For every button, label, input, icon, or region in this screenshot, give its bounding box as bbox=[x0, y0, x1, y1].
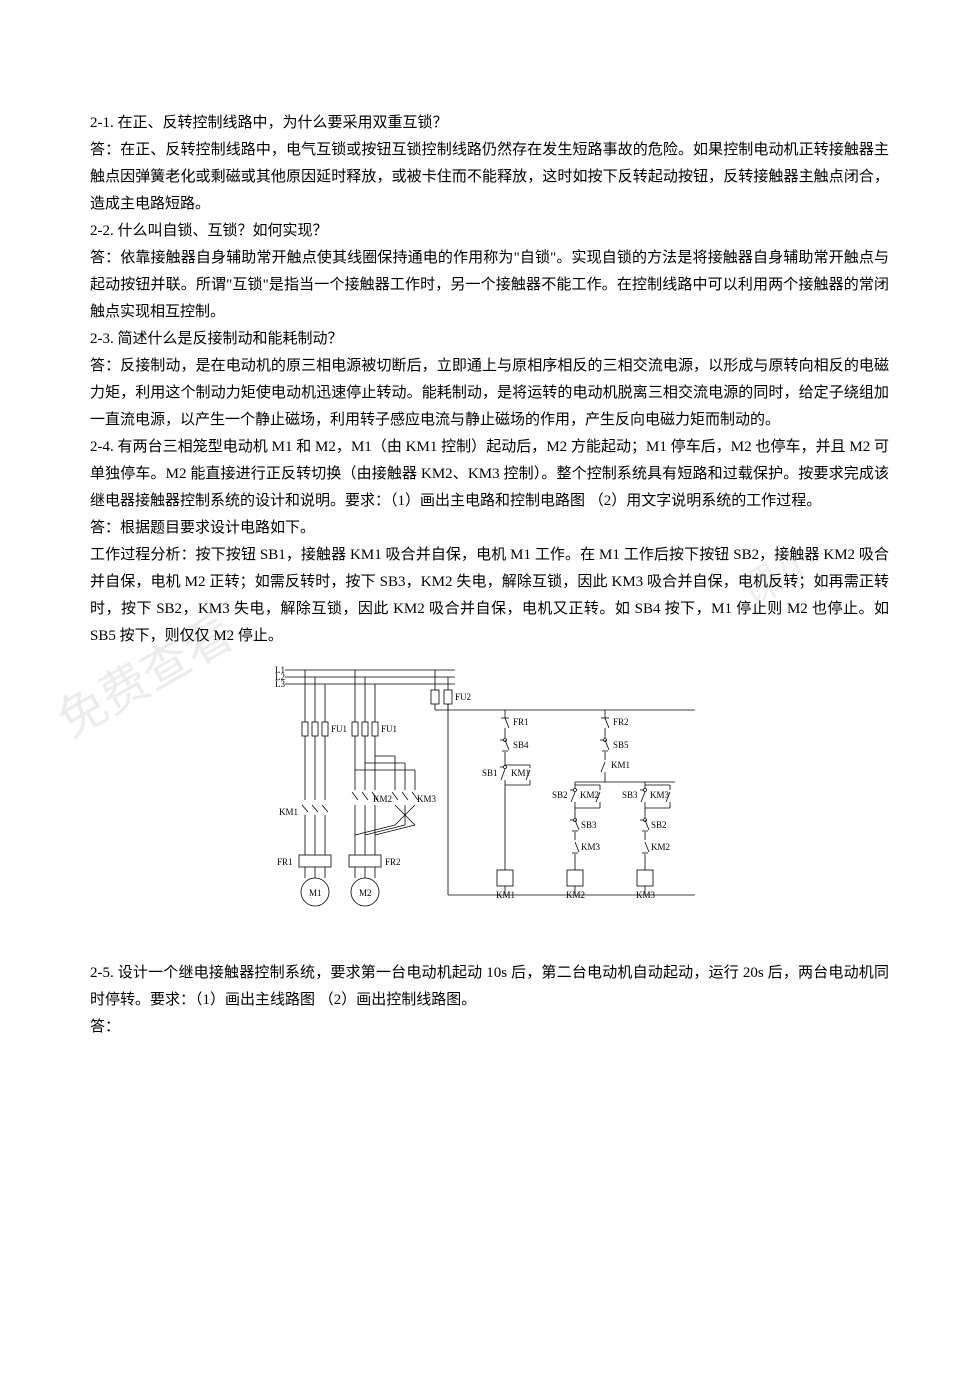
a-label: 答： bbox=[90, 250, 120, 266]
svg-text:KM2: KM2 bbox=[651, 842, 670, 852]
svg-text:SB3: SB3 bbox=[581, 820, 597, 830]
q-text: 什么叫自锁、互锁？如何实现？ bbox=[118, 223, 328, 239]
qa-block-3: 2-3. 简述什么是反接制动和能耗制动？ bbox=[90, 326, 889, 353]
a-label: 答： bbox=[90, 1019, 120, 1035]
svg-text:SB5: SB5 bbox=[613, 740, 629, 750]
svg-text:FU1: FU1 bbox=[381, 724, 397, 734]
svg-text:M2: M2 bbox=[359, 888, 372, 898]
a-label: 答： bbox=[90, 520, 120, 536]
svg-text:KM1: KM1 bbox=[611, 760, 630, 770]
svg-text:L3: L3 bbox=[275, 679, 285, 689]
qa-block-1: 2-1. 在正、反转控制线路中，为什么要采用双重互锁？ bbox=[90, 110, 889, 137]
a-block-5: 答： bbox=[90, 1014, 889, 1041]
a-text: 依靠接触器自身辅助常开触点使其线圈保持通电的作用称为"自锁"。实现自锁的方法是将… bbox=[90, 250, 889, 320]
svg-text:SB1: SB1 bbox=[482, 768, 498, 778]
svg-text:SB4: SB4 bbox=[513, 740, 529, 750]
svg-text:SB3: SB3 bbox=[622, 790, 638, 800]
control-km23: FR2 SB5 KM1 SB2 bbox=[552, 710, 675, 900]
svg-text:KM1: KM1 bbox=[496, 890, 515, 900]
main-m2: FU1 KM2 bbox=[349, 670, 437, 906]
a-block-1: 答：在正、反转控制线路中，电气互锁或按钮互锁控制线路仍然存在发生短路事故的危险。… bbox=[90, 137, 889, 218]
control-km1: FR1 SB4 SB1 KM bbox=[482, 710, 530, 900]
svg-text:KM3: KM3 bbox=[636, 890, 656, 900]
svg-text:M1: M1 bbox=[309, 888, 322, 898]
circuit-diagram: L1 L2 L3 FU2 bbox=[90, 660, 889, 920]
svg-text:KM2: KM2 bbox=[373, 794, 392, 804]
q-id: 2-5. bbox=[90, 965, 114, 981]
a-label: 答： bbox=[90, 358, 120, 374]
svg-text:FU1: FU1 bbox=[331, 724, 347, 734]
q-id: 2-2. bbox=[90, 223, 114, 239]
document-content: 2-1. 在正、反转控制线路中，为什么要采用双重互锁？ 答：在正、反转控制线路中… bbox=[90, 110, 889, 1041]
svg-text:SB2: SB2 bbox=[552, 790, 568, 800]
svg-text:KM2: KM2 bbox=[580, 790, 599, 800]
q-text: 简述什么是反接制动和能耗制动？ bbox=[118, 331, 343, 347]
a-extra-4: 工作过程分析：按下按钮 SB1，接触器 KM1 吸合并自保，电机 M1 工作。在… bbox=[90, 542, 889, 650]
q-text: 设计一个继电接触器控制系统，要求第一台电动机起动 10s 后，第二台电动机自动起… bbox=[90, 965, 889, 1008]
a-block-4: 答：根据题目要求设计电路如下。 bbox=[90, 515, 889, 542]
a-text: 反接制动，是在电动机的原三相电源被切断后，立即通上与原相序相反的三相交流电源，以… bbox=[90, 358, 889, 428]
main-m1: FU1 KM1 FR1 M1 bbox=[277, 670, 347, 906]
svg-text:SB2: SB2 bbox=[651, 820, 667, 830]
q-id: 2-3. bbox=[90, 331, 114, 347]
q-id: 2-1. bbox=[90, 115, 114, 131]
svg-text:FR1: FR1 bbox=[513, 717, 529, 727]
a-extra-text: 工作过程分析：按下按钮 SB1，接触器 KM1 吸合并自保，电机 M1 工作。在… bbox=[90, 547, 889, 644]
svg-text:KM3: KM3 bbox=[650, 790, 670, 800]
a-block-3: 答：反接制动，是在电动机的原三相电源被切断后，立即通上与原相序相反的三相交流电源… bbox=[90, 353, 889, 434]
svg-text:KM3: KM3 bbox=[417, 794, 437, 804]
svg-text:KM1: KM1 bbox=[279, 807, 298, 817]
qa-block-4: 2-4. 有两台三相笼型电动机 M1 和 M2，M1（由 KM1 控制）起动后，… bbox=[90, 434, 889, 515]
svg-text:KM2: KM2 bbox=[566, 890, 585, 900]
qa-block-5: 2-5. 设计一个继电接触器控制系统，要求第一台电动机起动 10s 后，第二台电… bbox=[90, 960, 889, 1014]
q-text: 有两台三相笼型电动机 M1 和 M2，M1（由 KM1 控制）起动后，M2 方能… bbox=[90, 439, 889, 509]
a-block-2: 答：依靠接触器自身辅助常开触点使其线圈保持通电的作用称为"自锁"。实现自锁的方法… bbox=[90, 245, 889, 326]
svg-text:KM1: KM1 bbox=[511, 768, 530, 778]
schematic-svg: L1 L2 L3 FU2 bbox=[275, 660, 705, 920]
q-id: 2-4. bbox=[90, 439, 114, 455]
a-label: 答： bbox=[90, 142, 120, 158]
a-text: 根据题目要求设计电路如下。 bbox=[120, 520, 315, 536]
svg-text:FR1: FR1 bbox=[277, 857, 293, 867]
svg-text:FR2: FR2 bbox=[613, 717, 629, 727]
svg-text:FU2: FU2 bbox=[455, 692, 471, 702]
q-text: 在正、反转控制线路中，为什么要采用双重互锁？ bbox=[118, 115, 448, 131]
a-text: 在正、反转控制线路中，电气互锁或按钮互锁控制线路仍然存在发生短路事故的危险。如果… bbox=[90, 142, 889, 212]
svg-text:KM3: KM3 bbox=[581, 842, 601, 852]
qa-block-2: 2-2. 什么叫自锁、互锁？如何实现？ bbox=[90, 218, 889, 245]
svg-text:FR2: FR2 bbox=[385, 857, 401, 867]
